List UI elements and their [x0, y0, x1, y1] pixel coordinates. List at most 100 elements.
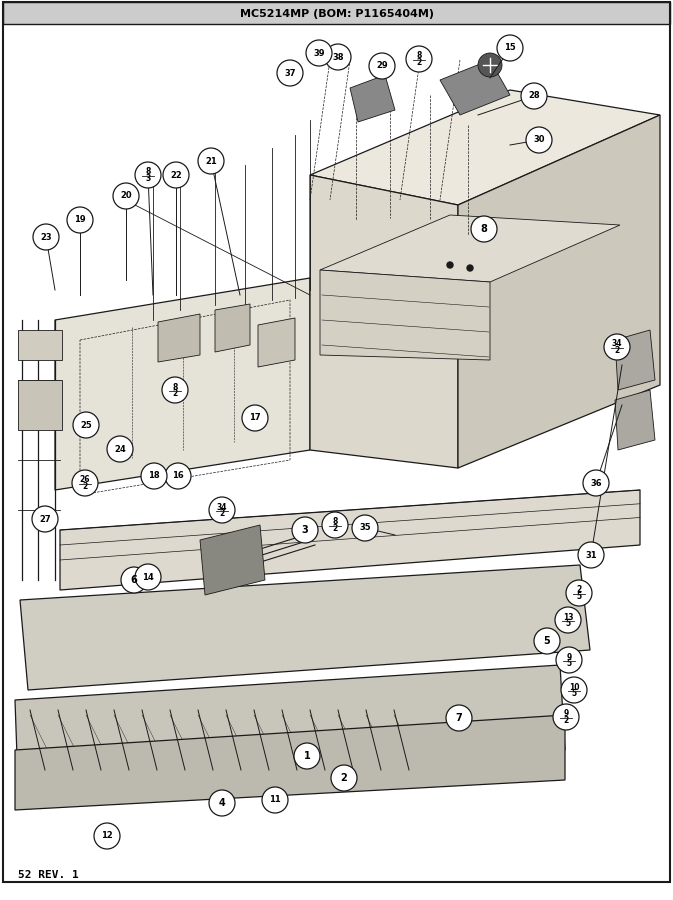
Polygon shape	[310, 175, 458, 468]
Text: 37: 37	[284, 68, 295, 77]
Polygon shape	[20, 565, 590, 690]
Text: 10: 10	[569, 682, 579, 691]
Text: 31: 31	[586, 551, 597, 560]
Polygon shape	[320, 215, 620, 282]
Circle shape	[322, 512, 348, 538]
Text: 5: 5	[544, 636, 551, 646]
Circle shape	[94, 823, 120, 849]
Text: 8: 8	[332, 518, 338, 526]
Circle shape	[467, 265, 473, 271]
Polygon shape	[158, 314, 200, 362]
Circle shape	[113, 183, 139, 209]
Text: 30: 30	[533, 136, 544, 145]
Text: 14: 14	[142, 572, 154, 581]
Text: MC5214MP (BOM: P1165404M): MC5214MP (BOM: P1165404M)	[240, 9, 433, 19]
Circle shape	[553, 704, 579, 730]
Text: 9: 9	[567, 652, 571, 662]
Text: 18: 18	[148, 472, 160, 481]
Text: 25: 25	[80, 420, 92, 429]
Text: 2: 2	[219, 509, 225, 518]
Text: 2: 2	[82, 482, 87, 491]
Circle shape	[555, 607, 581, 633]
Circle shape	[107, 436, 133, 462]
Text: 4: 4	[219, 798, 225, 808]
Polygon shape	[615, 330, 655, 390]
Circle shape	[162, 377, 188, 403]
Circle shape	[242, 405, 268, 431]
Circle shape	[331, 765, 357, 791]
Text: 23: 23	[40, 232, 52, 241]
Text: 5: 5	[567, 659, 571, 668]
Circle shape	[33, 224, 59, 250]
Polygon shape	[258, 318, 295, 367]
Text: 2: 2	[417, 58, 421, 67]
Circle shape	[578, 542, 604, 568]
Circle shape	[141, 463, 167, 489]
Circle shape	[478, 53, 502, 77]
Text: 8: 8	[145, 167, 151, 176]
Text: 5: 5	[571, 689, 577, 698]
Text: 13: 13	[563, 613, 573, 622]
Text: 5: 5	[577, 592, 581, 601]
Circle shape	[135, 564, 161, 590]
Polygon shape	[615, 390, 655, 450]
Polygon shape	[215, 304, 250, 352]
Circle shape	[277, 60, 303, 86]
Text: 24: 24	[114, 445, 126, 454]
Text: 21: 21	[205, 157, 217, 166]
Text: 8: 8	[172, 382, 178, 392]
Text: 2: 2	[332, 524, 338, 533]
Text: 39: 39	[313, 49, 325, 58]
Text: 34: 34	[217, 502, 227, 511]
Bar	[3, 2, 670, 24]
Circle shape	[73, 412, 99, 438]
Polygon shape	[458, 115, 660, 468]
Text: 12: 12	[101, 832, 113, 841]
Circle shape	[561, 677, 587, 703]
Circle shape	[406, 46, 432, 72]
Text: 3: 3	[302, 525, 308, 535]
Text: 16: 16	[172, 472, 184, 481]
Text: 17: 17	[249, 413, 261, 422]
Text: 11: 11	[269, 796, 281, 805]
Text: 1: 1	[304, 751, 310, 761]
Polygon shape	[15, 665, 565, 785]
Polygon shape	[320, 270, 490, 360]
Text: 6: 6	[131, 575, 137, 585]
Circle shape	[521, 83, 547, 109]
Text: 38: 38	[332, 52, 344, 61]
Text: 35: 35	[359, 524, 371, 533]
Text: 2: 2	[614, 346, 620, 355]
Circle shape	[497, 35, 523, 61]
Text: 8: 8	[417, 51, 422, 60]
Circle shape	[526, 127, 552, 153]
Text: 28: 28	[528, 92, 540, 101]
Circle shape	[198, 148, 224, 174]
Text: 27: 27	[39, 515, 51, 524]
Circle shape	[534, 628, 560, 654]
Text: 22: 22	[170, 170, 182, 179]
Text: 2: 2	[172, 389, 178, 398]
Circle shape	[447, 262, 453, 268]
Circle shape	[121, 567, 147, 593]
Text: 26: 26	[79, 475, 90, 484]
Circle shape	[67, 207, 93, 233]
Text: 20: 20	[120, 192, 132, 201]
Circle shape	[566, 580, 592, 606]
Circle shape	[471, 216, 497, 242]
Polygon shape	[18, 380, 62, 430]
Text: 2: 2	[563, 716, 569, 725]
Polygon shape	[55, 278, 310, 490]
Circle shape	[163, 162, 189, 188]
Circle shape	[325, 44, 351, 70]
Circle shape	[135, 162, 161, 188]
Circle shape	[604, 334, 630, 360]
Circle shape	[306, 40, 332, 66]
Text: 29: 29	[376, 61, 388, 70]
Circle shape	[32, 506, 58, 532]
Circle shape	[262, 787, 288, 813]
Polygon shape	[440, 60, 510, 115]
Circle shape	[294, 743, 320, 769]
Text: 19: 19	[74, 215, 86, 224]
Circle shape	[292, 517, 318, 543]
